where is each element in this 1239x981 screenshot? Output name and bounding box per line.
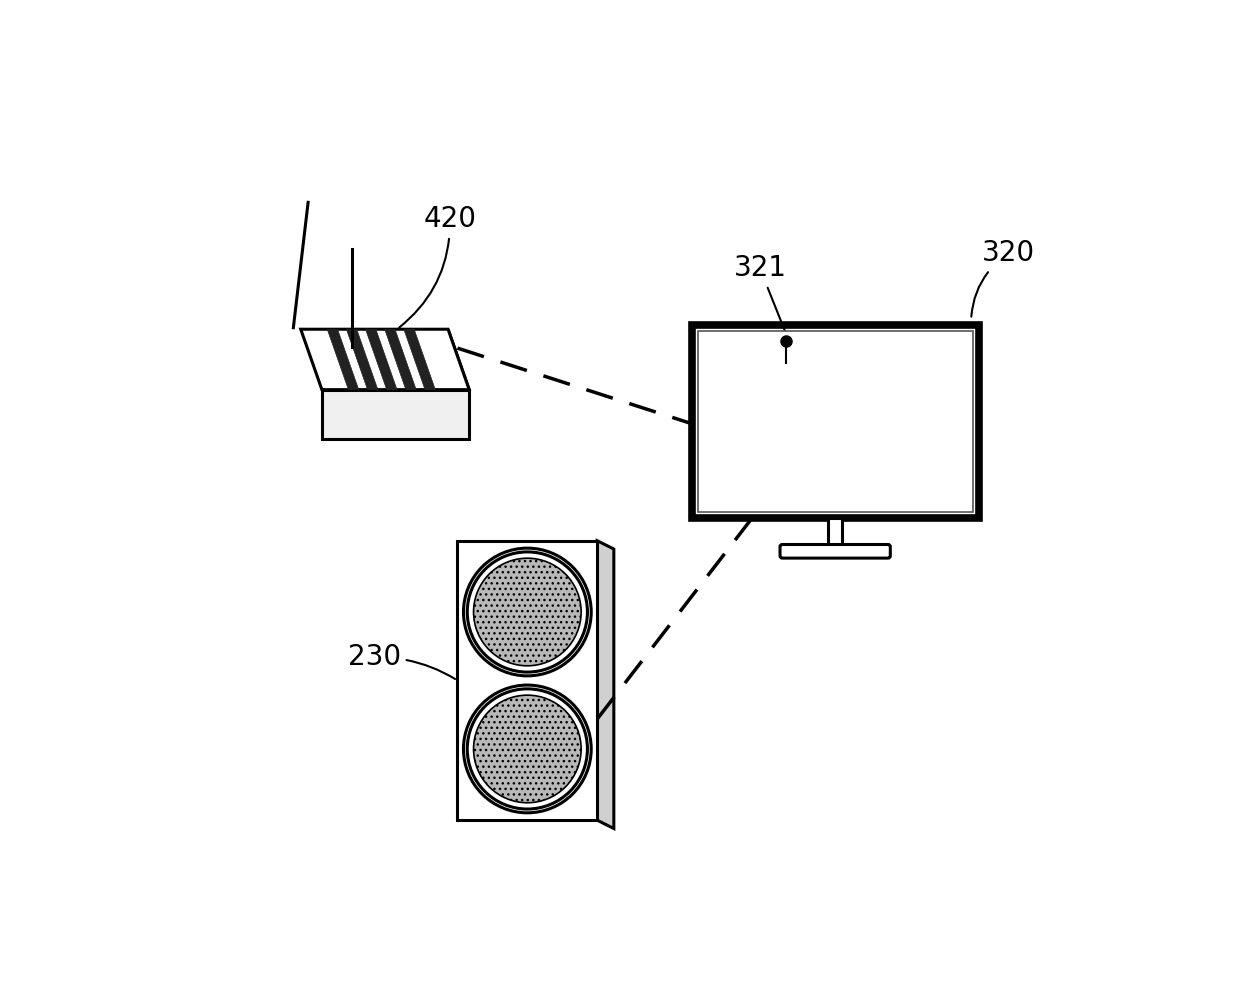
Polygon shape	[384, 330, 416, 389]
Polygon shape	[347, 330, 378, 389]
Bar	[829, 518, 843, 546]
Bar	[691, 326, 979, 518]
Polygon shape	[322, 389, 470, 439]
Text: 230: 230	[348, 644, 455, 679]
Circle shape	[463, 548, 591, 676]
Text: 321: 321	[733, 254, 787, 332]
Polygon shape	[449, 330, 470, 439]
Polygon shape	[366, 330, 396, 389]
Circle shape	[473, 696, 581, 802]
Polygon shape	[404, 330, 435, 389]
Bar	[457, 541, 597, 820]
Text: 320: 320	[971, 239, 1036, 317]
FancyBboxPatch shape	[781, 544, 891, 558]
Circle shape	[467, 552, 587, 672]
Circle shape	[473, 558, 581, 666]
Polygon shape	[301, 330, 470, 389]
Circle shape	[463, 685, 591, 813]
Bar	[698, 332, 973, 512]
Text: 420: 420	[399, 205, 477, 328]
Circle shape	[467, 689, 587, 809]
Polygon shape	[327, 330, 359, 389]
Polygon shape	[597, 541, 613, 829]
